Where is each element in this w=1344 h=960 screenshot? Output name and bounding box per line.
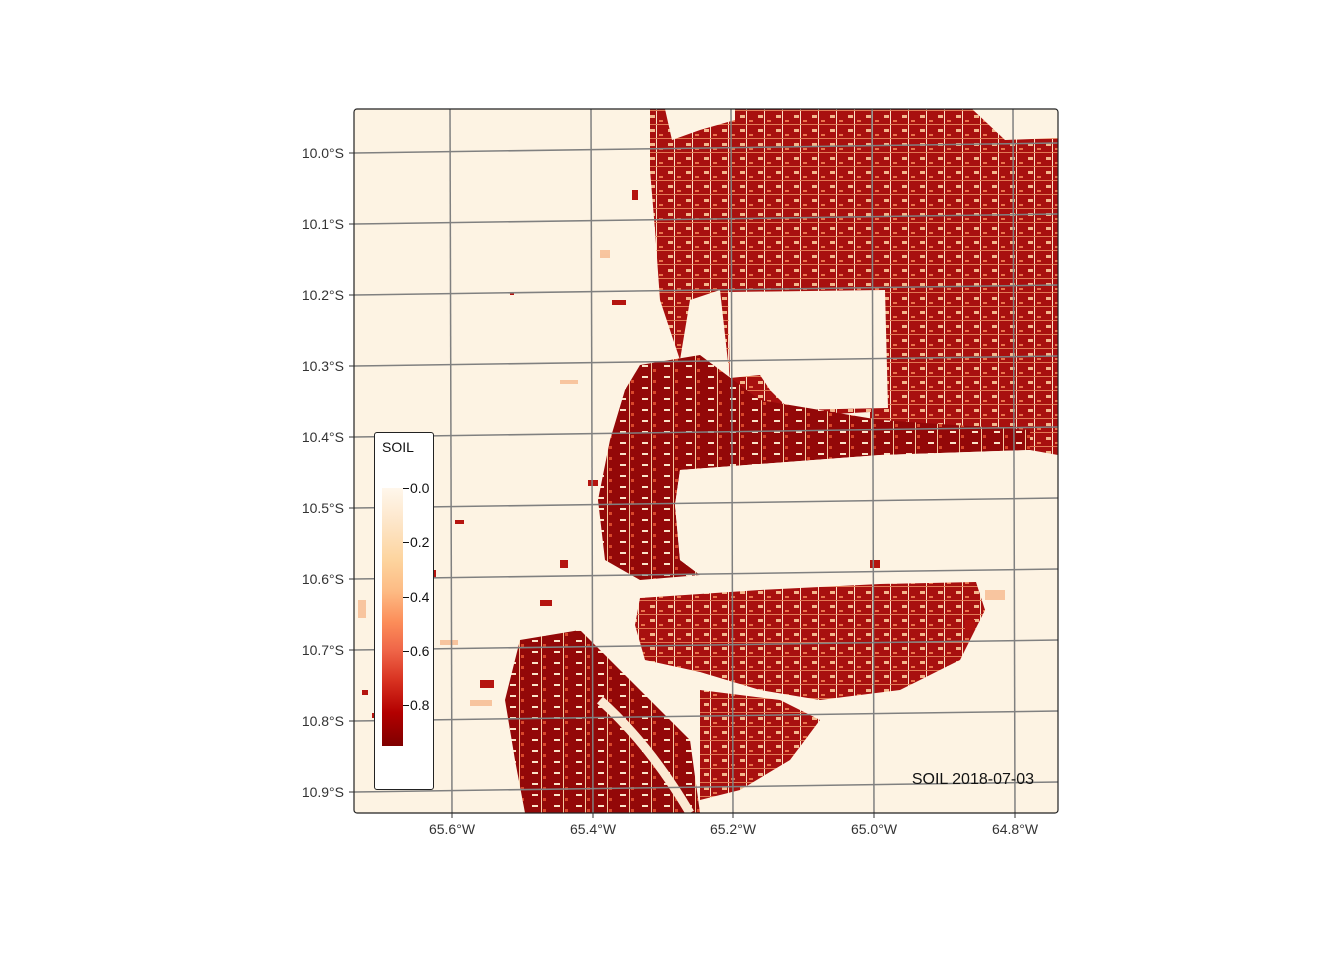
field-block-central [598,355,1030,580]
legend-title: SOIL [382,439,414,455]
lon-label: 65.2°W [709,821,757,837]
lon-label: 65.6°W [428,821,476,837]
forest-interior-northeast [972,109,1058,140]
lat-label: 10.6°S [301,571,344,587]
legend-tick [403,596,409,598]
field-block-south-mid [700,690,820,800]
lon-label: 65.4°W [569,821,617,837]
lon-label: 64.8°W [991,821,1039,837]
lat-label: 10.7°S [301,642,344,658]
lat-label: 10.2°S [301,287,344,303]
forest-interior-northwest [665,109,735,140]
soil-raster [354,109,1058,813]
lon-label: 65.0°W [850,821,898,837]
lat-label: 10.5°S [301,500,344,516]
map-caption: SOIL 2018-07-03 [911,771,1034,788]
river [596,696,694,813]
legend-colorbar [382,488,403,746]
lat-label: 10.3°S [301,358,344,374]
lat-label: 10.9°S [301,784,344,800]
legend-tick-label: 0.4 [410,588,430,605]
legend-tick [403,705,409,707]
forest-interior-north [728,290,888,410]
lat-label: 10.0°S [301,145,344,161]
legend-tick [403,542,409,544]
legend-tick-label: 0.6 [410,642,430,659]
legend-tick-label: 0.0 [410,480,430,496]
lat-label: 10.4°S [301,429,344,445]
legend-tick [403,650,409,652]
legend-tick-label: 0.8 [410,697,430,714]
lat-label: 10.1°S [301,216,344,232]
field-block-south [635,582,985,700]
field-block-southwest [505,630,700,813]
legend-tick-label: 0.2 [410,534,430,551]
graticule [354,109,1058,813]
map-frame [353,108,1059,814]
legend: SOIL 0.0 0.2 0.4 0.6 0.8 [374,432,434,790]
forest-interior-central [675,450,1058,578]
axis-ticks [349,152,1016,818]
legend-tick [403,488,409,489]
lat-label: 10.8°S [301,713,344,729]
